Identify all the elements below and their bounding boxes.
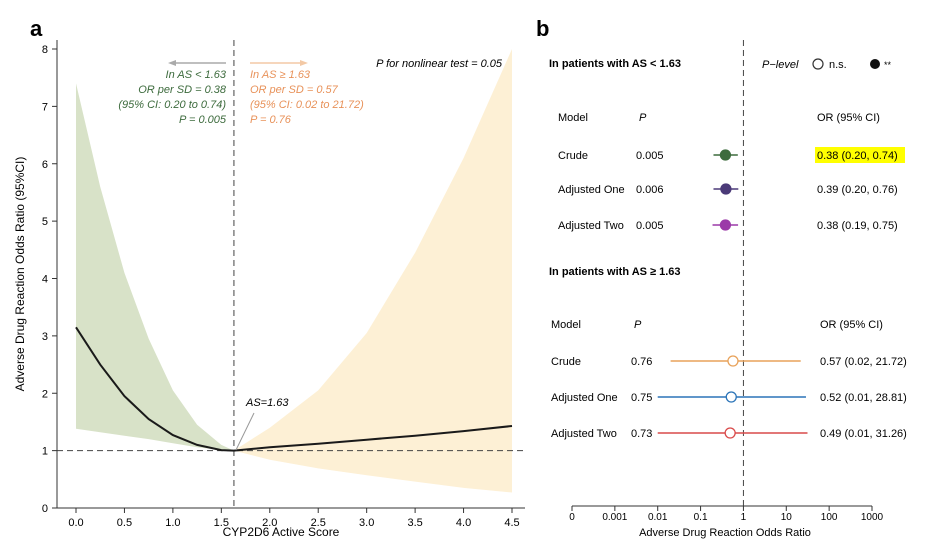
x-tick-label: 2.0 [262,517,277,529]
b-x-tick-label: 1 [741,512,747,523]
row-or-ci: 0.39 (0.20, 0.76) [817,184,898,196]
x-tick-label: 2.5 [311,517,326,529]
y-tick-label: 7 [42,101,48,113]
b-x-tick-label: 0.001 [602,512,627,523]
annotation-right-line: OR per SD = 0.57 [250,84,339,96]
y-tick-label: 2 [42,388,48,400]
col-header-p: P [634,319,642,331]
b-x-tick-label: 0 [569,512,575,523]
row-or-ci: 0.38 (0.19, 0.75) [817,220,898,232]
panel-b: b 0 0.001 0.01 0.1 1 10 100 1000 Adverse Drug R… [536,16,907,539]
x-tick-label: 0.0 [68,517,83,529]
annotation-right-line: (95% CI: 0.02 to 21.72) [250,99,364,111]
x-tick-label: 4.0 [456,517,471,529]
x-tick-label: 1.5 [214,517,229,529]
b-x-tick-label: 10 [781,512,793,523]
or-point [725,391,737,403]
row-model: Adjusted Two [551,428,617,440]
row-p-value: 0.73 [631,428,652,440]
panel-b-letter: b [536,16,549,41]
x-axis-label: CYP2D6 Active Score [223,525,340,539]
group-title: In patients with AS < 1.63 [549,58,681,70]
cutoff-label-pointer [235,412,255,451]
y-tick-label: 6 [42,159,48,171]
x-tick-label: 3.5 [407,517,422,529]
x-tick-label: 4.5 [504,517,519,529]
annotation-right-line: In AS ≥ 1.63 [250,69,311,81]
ci-band-left [76,83,234,451]
col-header-or: OR (95% CI) [820,319,883,331]
row-p-value: 0.005 [636,220,664,232]
row-p-value: 0.76 [631,356,652,368]
row-or-ci: 0.49 (0.01, 31.26) [820,428,907,440]
right-arrow-head [300,60,308,66]
x-tick-label: 0.5 [117,517,132,529]
or-point [719,219,732,231]
x-tick-label: 1.0 [165,517,180,529]
col-header-p: P [639,112,647,124]
legend-ns-marker [812,58,824,70]
y-tick-label: 5 [42,216,48,228]
ci-band-right [233,49,512,493]
y-tick-label: 8 [42,44,48,56]
or-point [724,427,736,439]
or-point [720,183,732,195]
nonlinear-test-text: P for nonlinear test = 0.05 [376,58,503,70]
col-header-model: Model [558,112,588,124]
row-model: Crude [551,356,581,368]
b-x-tick-label: 1000 [861,512,884,523]
panel-a-letter: a [30,16,43,41]
or-point [727,355,739,367]
legend-sig-label: ** [884,60,892,70]
row-or-ci: 0.52 (0.01, 28.81) [820,392,907,404]
legend-sig-marker [870,59,880,69]
col-header-model: Model [551,319,581,331]
or-curve-right [233,425,513,452]
annotation-left-line: P = 0.005 [179,114,227,126]
or-point [719,149,732,161]
row-or-ci: 0.38 (0.20, 0.74) [817,150,898,162]
row-or-ci: 0.57 (0.02, 21.72) [820,356,907,368]
x-tick-label: 3.0 [359,517,374,529]
y-tick-label: 3 [42,331,48,343]
y-tick-label: 0 [42,503,48,515]
legend-ns-label: n.s. [829,59,847,71]
row-model: Adjusted One [558,184,625,196]
annotation-left-line: OR per SD = 0.38 [138,84,227,96]
or-curve-left [75,326,234,452]
panel-a: a 0 1 2 3 4 5 6 7 8 0.0 0.5 1.0 1.5 2.0 2.5 3.0 3.5 4.0 4… [13,16,525,539]
y-axis-label: Adverse Drug Reaction Odds Ratio (95%CI) [13,157,27,392]
highlight-box [815,147,905,163]
b-x-axis-label: Adverse Drug Reaction Odds Ratio [639,527,811,539]
row-p-value: 0.005 [636,150,664,162]
b-x-tick-label: 0.1 [694,512,708,523]
group-title: In patients with AS ≥ 1.63 [549,266,681,278]
b-x-tick-label: 0.01 [648,512,668,523]
annotation-left-line: In AS < 1.63 [166,69,227,81]
cutoff-label: AS=1.63 [245,397,289,409]
col-header-or: OR (95% CI) [817,112,880,124]
annotation-left-line: (95% CI: 0.20 to 0.74) [118,99,226,111]
b-x-tick-label: 100 [821,512,838,523]
row-p-value: 0.006 [636,184,664,196]
row-p-value: 0.75 [631,392,652,404]
row-model: Adjusted Two [558,220,624,232]
legend-title: P−level [762,59,799,71]
annotation-right-line: P = 0.76 [250,114,292,126]
row-model: Crude [558,150,588,162]
y-tick-label: 4 [42,274,48,286]
row-model: Adjusted One [551,392,618,404]
left-arrow-head [168,60,176,66]
y-tick-label: 1 [42,446,48,458]
